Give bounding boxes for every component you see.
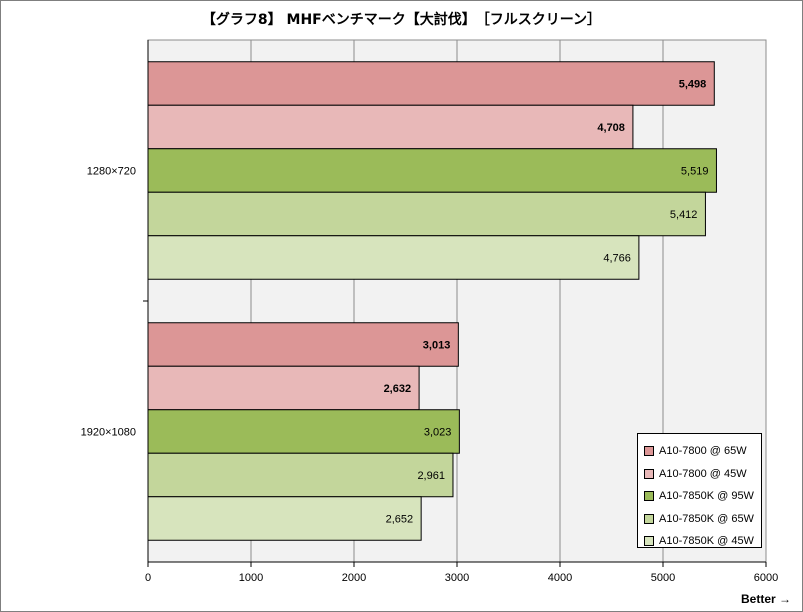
x-tick-label: 5000: [651, 572, 675, 584]
legend-label: A10-7800 @ 45W: [659, 467, 747, 480]
bar: [147, 148, 717, 193]
x-tick-label: 1000: [239, 572, 263, 584]
data-label: 5,498: [679, 79, 707, 91]
bar: [147, 235, 640, 280]
x-tick-label: 0: [145, 572, 151, 584]
data-label: 2,961: [417, 470, 445, 482]
legend-item: A10-7800 @ 45W: [644, 463, 761, 486]
bar: [147, 191, 706, 237]
bar: [147, 452, 454, 498]
legend-label: A10-7850K @ 45W: [659, 535, 754, 548]
legend-item: A10-7850K @ 65W: [644, 508, 761, 531]
bar: [147, 104, 634, 150]
data-label: 2,632: [384, 383, 412, 395]
legend-label: A10-7850K @ 95W: [659, 490, 754, 503]
legend-item: A10-7850K @ 45W: [644, 530, 761, 553]
bar: [147, 409, 460, 454]
data-label: 3,013: [423, 340, 451, 352]
bar: [147, 322, 459, 367]
data-label: 2,652: [386, 514, 414, 526]
category-label: 1920×1080: [81, 427, 136, 439]
better-label: Better →: [740, 592, 791, 606]
x-tick-label: 3000: [445, 572, 469, 584]
x-tick-label: 4000: [548, 572, 572, 584]
legend-item: A10-7800 @ 65W: [644, 440, 761, 463]
legend-swatch: [644, 468, 654, 479]
bar: [147, 365, 420, 411]
legend-label: A10-7800 @ 65W: [659, 445, 747, 458]
legend-label: A10-7850K @ 65W: [659, 512, 754, 525]
x-tick-label: 2000: [342, 572, 366, 584]
data-label: 5,412: [670, 209, 698, 221]
chart-title: 【グラフ8】 MHFベンチマーク【大討伐】 ［フルスクリーン］: [201, 12, 602, 28]
legend-item: A10-7850K @ 95W: [644, 485, 761, 508]
x-tick-label: 6000: [754, 572, 778, 584]
legend: A10-7800 @ 65W A10-7800 @ 45W A10-7850K @ …: [637, 433, 762, 548]
data-label: 5,519: [681, 166, 709, 178]
data-label: 4,766: [603, 253, 631, 265]
bar: [147, 496, 422, 541]
category-label: 1280×720: [87, 166, 136, 178]
legend-swatch: [644, 446, 654, 457]
data-label: 4,708: [597, 122, 625, 134]
legend-swatch: [644, 491, 654, 502]
bar: [147, 61, 715, 106]
legend-swatch: [644, 513, 654, 524]
data-label: 3,023: [424, 427, 452, 439]
legend-swatch: [644, 536, 654, 547]
